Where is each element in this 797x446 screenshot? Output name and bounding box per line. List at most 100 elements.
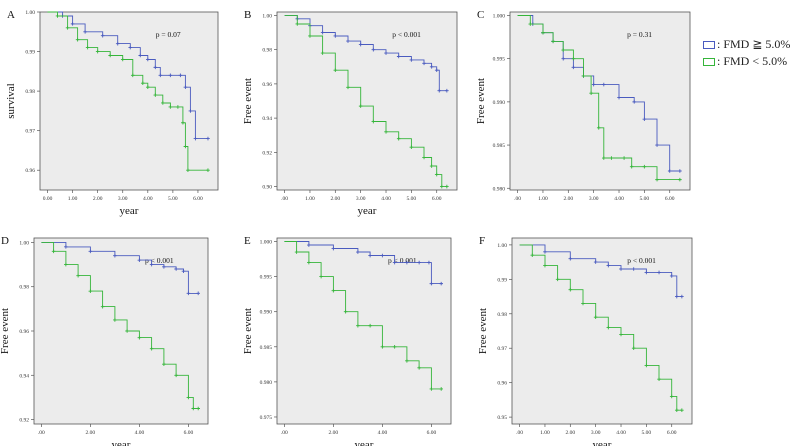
panel-d-censor-mark: [64, 245, 68, 249]
panel-a-censor-mark: [108, 53, 112, 58]
panel-d-ylabel: Free event: [0, 308, 11, 354]
panel-c-censor-mark: [622, 156, 626, 160]
panel-d-xtick-label: 6.00: [184, 430, 194, 436]
panel-e-censor-mark: [294, 250, 299, 254]
panel-f-plot-area: [511, 237, 693, 425]
legend-swatch-fmd-low: [703, 57, 715, 66]
panel-c-xtick-label: 4.00: [614, 196, 624, 202]
panel-f-censor-mark: [581, 301, 585, 306]
panel-b-ytick-label: 0.90: [262, 185, 272, 191]
panel-a-censor-mark: [183, 85, 188, 89]
panel-a-censor-mark: [158, 73, 163, 78]
panel-e-censor-mark: [380, 344, 385, 349]
panel-a-censor-mark: [75, 37, 80, 42]
panel-b-xtick-label: 3.00: [356, 196, 366, 202]
panel-a-censor-mark: [120, 57, 125, 62]
panel-a-censor-mark: [153, 65, 158, 70]
panel-b-censor-mark: [371, 47, 376, 52]
panel-e-ytick-label: 0.990: [260, 310, 273, 316]
panel-c-ytick-label: 0.980: [493, 186, 506, 192]
panel-c-censor-mark: [678, 169, 682, 173]
panel-b-censor-mark: [429, 164, 434, 168]
panel-a-censor-mark: [186, 168, 190, 173]
panel-b-ytick-label: 0.96: [262, 82, 272, 88]
panel-b-censor-mark: [437, 88, 442, 93]
panel-b-censor-mark: [320, 30, 325, 35]
panel-c-censor-mark: [678, 177, 682, 182]
panel-e-censor-mark: [417, 260, 421, 265]
panel-e: E 1.000 0.995 0.990 0.985 0.980 0.975 .00 2.00 4.…: [242, 235, 452, 446]
panel-e-censor-mark: [405, 359, 409, 363]
panel-a-censor-mark: [70, 22, 75, 26]
panel-d-xtick-label: 2.00: [86, 430, 96, 436]
panel-c-censor-mark: [528, 22, 533, 26]
panel-a-censor-mark: [140, 81, 145, 85]
panel-a-ytick-label: 0.97: [25, 129, 35, 135]
panel-f-censor-mark: [644, 363, 649, 368]
panel-e-xlabel: year: [355, 439, 374, 446]
legend-label-fmd-low: : FMD < 5.0%: [717, 54, 788, 68]
panel-d: D 1.00 0.98 0.96 0.94 0.92 .00 2.00 4.00 6.00 year…: [0, 235, 209, 446]
panel-b-censor-mark: [371, 119, 376, 124]
panel-b-censor-mark: [333, 34, 338, 38]
panel-b-ytick-label: 1.00: [262, 13, 272, 19]
panel-e-ytick-label: 0.985: [260, 345, 273, 351]
panel-c-censor-mark: [581, 74, 586, 78]
panel-d-series-fmd-low: [41, 241, 199, 409]
panel-e-censor-mark: [380, 253, 385, 258]
panel-e-censor-mark: [356, 250, 360, 254]
panel-b-censor-mark: [320, 51, 325, 55]
panel-c-censor-mark: [561, 56, 566, 61]
panel-b-pvalue: p < 0.001: [392, 30, 421, 39]
panel-f-ytick-label: 0.97: [497, 346, 507, 352]
panel-e-censor-mark: [368, 323, 372, 328]
panel-e-ytick-label: 0.975: [260, 415, 273, 421]
panel-e-xtick-label: .00: [281, 430, 288, 436]
panel-f-letter: F: [479, 235, 485, 247]
panel-d-censor-mark: [186, 395, 191, 400]
panel-b-ytick-label: 0.92: [262, 150, 272, 156]
panel-c-ylabel: Free event: [475, 78, 487, 124]
panel-a-censor-mark: [188, 109, 193, 113]
panel-f-xtick-label: 4.00: [616, 430, 626, 436]
panel-f: F 1.00 0.99 0.98 0.97 0.96 0.95 .00 1.00 2.00 3.00…: [477, 235, 693, 446]
panel-c-censor-mark: [629, 164, 634, 169]
panel-b-censor-mark: [409, 58, 414, 62]
panel-d-censor-mark: [113, 318, 117, 322]
panel-a-censor-mark: [95, 49, 100, 54]
panel-d-ytick-label: 0.92: [19, 418, 29, 424]
panel-f-ytick-label: 0.96: [497, 381, 507, 387]
panel-e-censor-mark: [319, 274, 323, 279]
panel-a-censor-mark: [138, 53, 143, 58]
panel-b-censor-mark: [445, 88, 449, 93]
panel-c-censor-mark: [632, 100, 637, 104]
panel-f-censor-mark: [631, 267, 636, 271]
panel-d-censor-mark: [186, 291, 191, 296]
panel-e-censor-mark: [392, 260, 397, 265]
panel-a: A 1.00 0.99 0.98 0.97 0.96 0.00 1.00 2.00 3.00 4.0…: [5, 9, 219, 217]
panel-e-ytick-label: 1.000: [260, 240, 273, 246]
panel-f-xtick-label: 6.00: [667, 430, 677, 436]
panel-b-xtick-label: 4.00: [381, 196, 391, 202]
panel-e-plot-area: [276, 237, 452, 425]
panel-e-censor-mark: [307, 260, 311, 265]
panel-a-plot-area: [39, 11, 219, 191]
panel-a-series-fmd-low: [47, 11, 208, 171]
panel-c-xtick-label: 3.00: [589, 196, 599, 202]
panel-f-ytick-label: 0.95: [497, 415, 507, 421]
panel-c-censor-mark: [551, 39, 555, 44]
panel-c-censor-mark: [602, 82, 606, 87]
panel-a-censor-mark: [153, 93, 158, 97]
panel-f-censor-mark: [680, 294, 684, 299]
legend-swatch-fmd-high: [703, 40, 715, 49]
panel-a-censor-mark: [206, 136, 210, 141]
panel-d-pvalue: p < 0.001: [145, 256, 174, 265]
panel-c-censor-mark: [571, 56, 576, 61]
panel-d-censor-mark: [191, 406, 196, 411]
panel-f-censor-mark: [619, 332, 623, 337]
panel-a-censor-mark: [130, 73, 135, 78]
panel-e-censor-mark: [331, 246, 336, 251]
panel-f-xtick-label: 5.00: [642, 430, 652, 436]
panel-f-censor-mark: [644, 270, 649, 275]
